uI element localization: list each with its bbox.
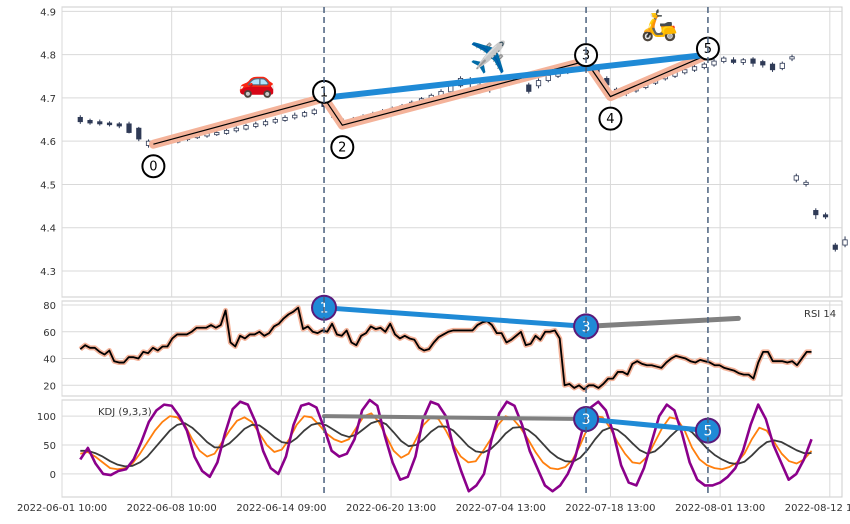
candle-body <box>813 210 819 216</box>
candle-body <box>253 123 259 127</box>
candle-body <box>701 63 707 68</box>
price-y-tick-label: 4.4 <box>40 224 56 235</box>
price-y-tick-label: 4.6 <box>40 137 56 148</box>
candle-body <box>793 175 799 181</box>
candle-body <box>262 121 269 126</box>
pattern-point-label: 2 <box>338 141 346 156</box>
pattern-point-label: 0 <box>149 160 157 175</box>
kdj-y-tick-label: 0 <box>50 470 56 481</box>
candle-body <box>779 62 785 69</box>
candle-body <box>292 114 298 119</box>
candle-body <box>243 125 249 130</box>
candle-body <box>711 60 717 66</box>
pattern-point-badge <box>330 135 355 160</box>
price-y-tick-label: 4.7 <box>40 94 56 105</box>
rsi-y-tick-label: 20 <box>43 381 56 392</box>
x-tick-label: 2022-07-18 13:00 <box>565 503 655 514</box>
candle-body <box>769 63 776 71</box>
candle-body <box>822 214 829 218</box>
rsi-legend-label: RSI 14 <box>804 309 836 320</box>
pattern-point-badge <box>598 106 623 131</box>
price-y-tick-label: 4.3 <box>40 267 56 278</box>
rsi-y-tick-label: 40 <box>43 355 56 366</box>
kdj-panel: 05010035 <box>37 398 843 498</box>
candle-body <box>77 116 83 123</box>
rsi-panel: 2040608013 <box>43 294 843 397</box>
candle-body <box>526 84 532 92</box>
rsi-line <box>79 306 812 391</box>
candle-body <box>282 116 288 121</box>
rsi-divergence-line <box>321 305 589 329</box>
candle-body <box>214 132 220 136</box>
price-y-tick-label: 4.8 <box>40 51 56 62</box>
x-tick-label: 2022-08-01 13:00 <box>675 503 765 514</box>
candle-body <box>750 58 756 64</box>
price-y-tick-label: 4.9 <box>40 7 56 18</box>
candle-body <box>136 127 142 140</box>
x-tick-label: 2022-07-04 13:00 <box>456 503 546 514</box>
candle-body <box>740 59 746 63</box>
price-panel: 4.34.44.54.64.74.84.9012345🚗✈️🛵 <box>40 6 848 298</box>
pattern-point-badge <box>141 154 166 179</box>
candle-body <box>760 61 766 66</box>
kdj-legend-label: KDJ (9,3,3) <box>98 407 152 418</box>
pattern-point-badge <box>574 43 599 68</box>
kdj-gray-line <box>322 414 589 422</box>
rsi-y-tick-label: 60 <box>43 328 56 339</box>
emoji-annotation: 🚗 <box>238 64 275 99</box>
kdj-line-k <box>80 412 813 471</box>
candle-body <box>535 80 542 87</box>
candle-body <box>311 109 317 114</box>
candle-body <box>233 127 239 132</box>
panel-frame <box>61 6 843 298</box>
candle-body <box>87 120 93 124</box>
overlay: 2022-06-01 10:00 2022-06-08 10:00 2022-06-… <box>17 7 850 514</box>
candle-body <box>97 121 103 125</box>
candle-body <box>730 59 737 63</box>
candle-body <box>272 119 278 123</box>
kdj-y-tick-label: 100 <box>37 412 56 423</box>
pattern-point-label: 4 <box>606 112 614 127</box>
candle-body <box>682 69 688 74</box>
candle-body <box>789 56 795 60</box>
candle-body <box>545 74 551 81</box>
candle-body <box>691 66 698 71</box>
x-tick-label: 2022-06-08 10:00 <box>127 503 217 514</box>
candle-body <box>721 57 727 62</box>
pattern-point-label: 3 <box>582 49 590 64</box>
x-tick-label: 2022-06-01 10:00 <box>17 503 107 514</box>
candle-body <box>842 239 848 246</box>
x-tick-label: 2022-08-12 14:00 <box>785 503 850 514</box>
candle-body <box>116 123 122 127</box>
candle-body <box>106 122 113 126</box>
price-y-tick-label: 4.5 <box>40 180 56 191</box>
zigzag-line <box>153 54 709 145</box>
x-tick-label: 2022-06-20 13:00 <box>346 503 436 514</box>
candle-body <box>832 244 838 250</box>
candle-body <box>803 181 809 185</box>
candle-body <box>126 123 132 133</box>
emoji-annotation: ✈️ <box>470 39 507 76</box>
upper-trendline <box>321 51 711 101</box>
rsi-y-tick-label: 80 <box>43 301 56 312</box>
kdj-y-tick-label: 50 <box>43 441 56 452</box>
candle-body <box>301 112 308 117</box>
kdj-divergence-line <box>583 416 711 434</box>
candle-body <box>223 129 230 134</box>
rsi-gray-line <box>583 315 741 329</box>
x-tick-label: 2022-06-14 09:00 <box>236 503 326 514</box>
emoji-annotation: 🛵 <box>641 8 678 43</box>
